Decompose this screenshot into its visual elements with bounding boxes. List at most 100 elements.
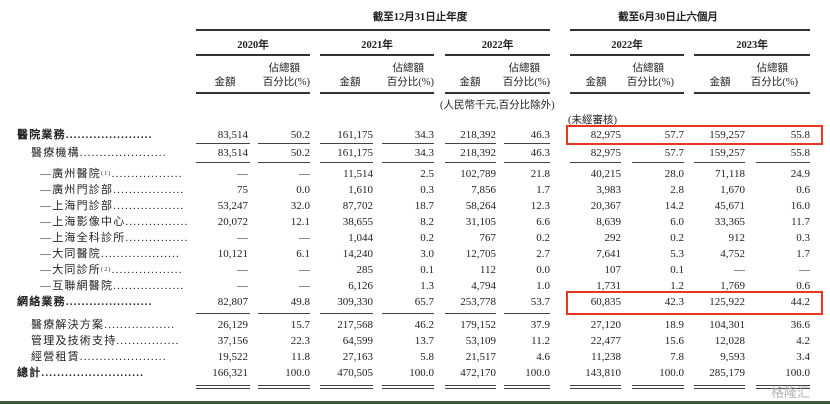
- table-row: —大同診所(2).................. — — 285 0.1 112 0.0…: [0, 262, 830, 278]
- percent-cell: 36.6: [790, 319, 810, 331]
- amount-cell: 40,215: [590, 168, 621, 180]
- total-double-underline: [632, 385, 684, 389]
- percent-cell: 6.6: [536, 216, 550, 228]
- amount-cell: 3,983: [596, 184, 621, 196]
- percent-cell: 15.7: [290, 319, 310, 331]
- row-label-text: 醫療解決方案: [31, 319, 105, 331]
- row-label-text: —大同診所: [40, 264, 101, 276]
- percent-cell: —: [299, 264, 310, 276]
- year-rule-2020: [196, 54, 310, 56]
- amount-cell: 10,121: [217, 248, 248, 260]
- amount-cell: 161,175: [337, 147, 373, 159]
- row-label-text: 總計: [17, 367, 42, 379]
- row-label-text: —上海影像中心: [40, 216, 126, 228]
- amount-cell: 14,240: [342, 248, 373, 260]
- amount-cell: 21,517: [465, 351, 496, 363]
- pct-header-line2: 百分比(%): [262, 77, 310, 88]
- highlight-network-business: [566, 291, 823, 315]
- percent-cell: 13.7: [414, 335, 434, 347]
- row-label-text: 網絡業務: [17, 296, 66, 308]
- amount-cell: 159,257: [709, 129, 745, 141]
- table-row: 經營租賃...................... 19,522 11.8 27,1…: [0, 349, 830, 365]
- percent-cell: 65.7: [414, 296, 434, 308]
- table-row: —互聯網醫院.................. — — 6,126 1.3 4,794 1…: [0, 278, 830, 294]
- amount-cell: 143,810: [585, 367, 621, 379]
- amount-header: 金額: [459, 77, 481, 88]
- total-double-underline: [570, 385, 621, 389]
- subtotal-underline: [196, 162, 250, 163]
- amount-cell: 82,975: [590, 129, 621, 141]
- footnote-marker: (1): [101, 171, 112, 177]
- percent-cell: 53.7: [530, 296, 550, 308]
- percent-cell: 57.7: [664, 147, 684, 159]
- subtotal-underline: [632, 162, 684, 163]
- percent-cell: 22.3: [290, 335, 310, 347]
- year-rule-2022-h1: [570, 54, 684, 56]
- subtotal-underline: [320, 143, 373, 144]
- leader-dots: ................: [125, 216, 189, 228]
- percent-cell: 11.2: [531, 335, 550, 347]
- fy-group-rule: [196, 29, 550, 31]
- percent-cell: —: [299, 168, 310, 180]
- amount-cell: 472,170: [460, 367, 496, 379]
- percent-cell: 1.7: [536, 184, 550, 196]
- amount-cell: 102,789: [460, 168, 496, 180]
- table-row: —廣州門診部.................. 75 0.0 1,610 0.3 7,8…: [0, 182, 830, 198]
- year-rule-2021: [320, 54, 434, 56]
- table-row: 醫療機構...................... 83,514 50.2 161,…: [0, 145, 830, 161]
- amount-cell: 6,126: [348, 280, 373, 292]
- amount-cell: 82,975: [590, 147, 621, 159]
- amount-cell: 7,641: [596, 248, 621, 260]
- table-row: 醫院業務...................... 83,514 50.2 161,…: [0, 127, 830, 143]
- percent-cell: 57.7: [664, 129, 684, 141]
- subtotal-underline: [320, 313, 373, 314]
- total-double-underline: [382, 385, 434, 389]
- subtotal-underline: [196, 143, 250, 144]
- subtotal-underline: [320, 162, 373, 163]
- amount-cell: 37,156: [217, 335, 248, 347]
- amount-cell: 53,247: [217, 200, 248, 212]
- amount-cell: 1,731: [596, 280, 621, 292]
- row-label-text: —上海全科診所: [40, 232, 126, 244]
- amount-cell: 159,257: [709, 147, 745, 159]
- footer-bar: [0, 401, 830, 404]
- subtotal-underline: [445, 162, 496, 163]
- watermark-logo: 格隆汇: [771, 386, 811, 401]
- amount-cell: 75: [237, 184, 248, 196]
- amount-header: 金額: [214, 77, 236, 88]
- amount-cell: 4,794: [471, 280, 496, 292]
- table-row: 總計.......................... 166,321 100.0…: [0, 365, 830, 381]
- percent-cell: 2.8: [670, 184, 684, 196]
- row-label: 醫療解決方案..................: [31, 317, 175, 333]
- amount-cell: 470,505: [337, 367, 373, 379]
- amount-header: 金額: [585, 77, 607, 88]
- leader-dots: ......................: [65, 129, 153, 141]
- row-label: 醫療機構......................: [31, 145, 167, 161]
- pct-header-line1: 佔總額: [508, 63, 541, 74]
- table-row: —廣州醫院(1).................. — — 11,514 2.5 102…: [0, 166, 830, 182]
- table-row: —大同醫院.................... 10,121 6.1 14,240…: [0, 246, 830, 262]
- amount-cell: 253,778: [460, 296, 496, 308]
- amount-cell: 285,179: [709, 367, 745, 379]
- percent-cell: 100.0: [285, 367, 310, 379]
- leader-dots: ..................: [111, 264, 183, 276]
- row-label: 總計..........................: [17, 365, 144, 381]
- percent-cell: 6.1: [296, 248, 310, 260]
- percent-cell: 1.7: [796, 248, 810, 260]
- amount-cell: 83,514: [217, 147, 248, 159]
- row-label-text: 管理及技術支持: [31, 335, 117, 347]
- percent-cell: 55.8: [790, 129, 810, 141]
- row-label-text: —互聯網醫院: [40, 280, 114, 292]
- percent-cell: 46.3: [530, 129, 550, 141]
- year-header-2021: 2021年: [361, 40, 393, 51]
- percent-cell: 21.8: [530, 168, 550, 180]
- amount-cell: 4,752: [720, 248, 745, 260]
- pct-header-line2: 百分比(%): [502, 77, 550, 88]
- leader-dots: ..........................: [41, 367, 145, 379]
- year-rule-2022-fy: [445, 54, 550, 56]
- percent-cell: 28.0: [664, 168, 684, 180]
- amount-cell: —: [237, 280, 248, 292]
- percent-cell: 0.0: [536, 264, 550, 276]
- percent-cell: 1.3: [420, 280, 434, 292]
- subtotal-underline: [570, 162, 621, 163]
